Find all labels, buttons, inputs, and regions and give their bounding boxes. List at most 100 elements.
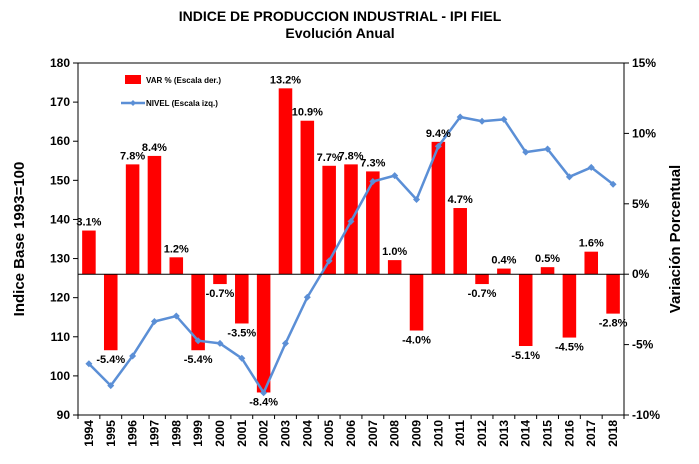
right-tick-label: -10% [632, 408, 660, 422]
level-point-2015 [544, 145, 552, 153]
bar-1999 [191, 274, 205, 351]
bar-2009 [409, 274, 424, 331]
level-point-1995 [107, 382, 115, 390]
x-tick-label-2014: 2014 [519, 420, 533, 447]
level-point-2010 [434, 142, 442, 150]
x-tick-label-2017: 2017 [584, 420, 598, 447]
x-axis: 1994 1995 1996 1997 1998 1999 2000 2001 2002 2003… [77, 273, 625, 447]
level-point-2003 [281, 339, 289, 347]
bar-label-2008: 1.0% [382, 246, 407, 258]
level-point-2009 [413, 195, 421, 203]
x-tick-label-2001: 2001 [235, 420, 249, 447]
left-tick-label: 120 [50, 291, 70, 305]
bar-2013 [497, 268, 511, 275]
x-tick-label-2015: 2015 [541, 420, 555, 447]
bar-label-2014: -5.1% [511, 350, 540, 362]
bar-2004 [300, 120, 315, 275]
left-tick-label: 180 [50, 56, 70, 70]
bar-2003 [278, 88, 293, 275]
bar-label-1998: 1.2% [164, 243, 189, 255]
y-axis-left-title: Indice Base 1993=100 [11, 162, 28, 317]
bar-label-2009: -4.0% [402, 335, 431, 347]
level-point-2004 [303, 293, 311, 301]
level-point-1998 [172, 312, 180, 320]
x-tick-label-1996: 1996 [126, 420, 140, 447]
x-tick-label-1998: 1998 [169, 420, 183, 447]
bar-label-1996: 7.8% [120, 150, 145, 162]
level-point-2014 [522, 148, 530, 156]
bar-label-2017: 1.6% [579, 238, 604, 250]
right-tick-label: 5% [632, 197, 650, 211]
right-axis: -10% -5% 0% 5% 10% 15% [624, 56, 660, 422]
left-tick-label: 170 [50, 95, 70, 109]
level-point-2000 [216, 339, 224, 347]
bar-2000 [213, 274, 227, 285]
bar-label-2001: -3.5% [227, 327, 256, 339]
level-point-2018 [609, 180, 617, 188]
bar-1994 [82, 230, 96, 275]
level-point-2012 [478, 117, 486, 125]
x-tick-label-2005: 2005 [322, 420, 336, 447]
bar-label-1999: -5.4% [184, 354, 213, 366]
bar-2016 [562, 274, 577, 338]
bar-label-2004: 10.9% [292, 107, 323, 119]
left-tick-label: 140 [50, 212, 70, 226]
left-axis: 90 100 110 120 130 140 150 160 170 180 [50, 56, 78, 422]
legend-bar-label: VAR % (Escala der.) [146, 76, 221, 85]
x-tick-label-2006: 2006 [344, 420, 358, 447]
level-point-2011 [456, 113, 464, 121]
bar-1995 [103, 274, 118, 351]
legend-line-marker [130, 100, 136, 106]
right-tick-label: 15% [632, 56, 656, 70]
level-point-2005 [325, 257, 333, 265]
bar-label-2002: -8.4% [249, 396, 278, 408]
x-tick-label-2013: 2013 [497, 420, 511, 447]
x-tick-label-2009: 2009 [410, 420, 424, 447]
x-tick-label-2018: 2018 [606, 420, 620, 447]
right-tick-label: 0% [632, 267, 650, 281]
bar-2010 [431, 141, 446, 275]
x-tick-label-2002: 2002 [257, 420, 271, 447]
x-tick-label-2008: 2008 [388, 420, 402, 447]
legend-line-label: NIVEL (Escala izq.) [146, 99, 218, 108]
level-point-1996 [129, 352, 137, 360]
legend: VAR % (Escala der.) NIVEL (Escala izq.) [121, 75, 221, 108]
level-point-1994 [85, 360, 93, 368]
bar-2005 [322, 165, 336, 275]
bar-label-2005: 7.7% [317, 152, 342, 164]
bar-label-2011: 4.7% [448, 194, 473, 206]
x-tick-label-2000: 2000 [213, 420, 227, 447]
bar-label-2018: -2.8% [599, 318, 628, 330]
bar-2017 [584, 251, 599, 275]
right-tick-label: 10% [632, 126, 656, 140]
level-point-2016 [565, 173, 573, 181]
bar-2007 [366, 171, 380, 275]
bar-label-2016: -4.5% [555, 342, 584, 354]
bar-2011 [453, 208, 467, 275]
bars-group [82, 88, 620, 393]
bar-2012 [475, 274, 489, 285]
bar-2008 [387, 260, 402, 275]
bar-labels-group: 3.1%-5.4%7.8%8.4%1.2%-5.4%-0.7%-3.5%-8.4… [76, 74, 627, 408]
bar-label-2007: 7.3% [360, 157, 385, 169]
level-point-2006 [347, 217, 355, 225]
bar-label-1994: 3.1% [76, 217, 101, 229]
level-point-1997 [150, 318, 158, 326]
x-tick-label-1999: 1999 [191, 420, 205, 447]
x-tick-label-1994: 1994 [82, 420, 96, 447]
bar-2002 [256, 274, 271, 393]
bar-label-2003: 13.2% [270, 74, 301, 86]
bar-2015 [540, 267, 555, 275]
x-tick-label-1997: 1997 [147, 420, 161, 447]
level-point-2017 [587, 163, 595, 171]
x-tick-label-2004: 2004 [300, 420, 314, 447]
x-tick-label-1995: 1995 [104, 420, 118, 447]
bar-label-2015: 0.5% [535, 253, 560, 265]
left-tick-label: 110 [51, 330, 71, 344]
x-tick-label-2007: 2007 [366, 420, 380, 447]
line-group [85, 113, 617, 397]
bar-1998 [169, 257, 184, 275]
x-tick-label-2010: 2010 [431, 420, 445, 447]
